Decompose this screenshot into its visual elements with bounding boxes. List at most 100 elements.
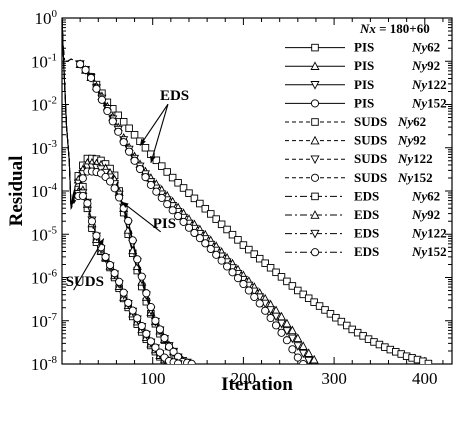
series-marker <box>212 250 221 259</box>
series-marker <box>124 298 133 307</box>
series-marker <box>151 343 160 352</box>
series-marker <box>86 73 96 82</box>
series-marker <box>106 261 115 270</box>
legend-marker <box>310 229 320 239</box>
series-marker <box>266 313 275 323</box>
series-marker <box>315 302 324 310</box>
series-marker <box>228 230 237 239</box>
series-marker <box>293 353 302 362</box>
series-marker <box>217 256 226 265</box>
series-marker <box>196 199 204 208</box>
y-axis-title: Residual <box>6 156 27 227</box>
series-marker <box>201 239 210 248</box>
series-marker <box>174 179 182 187</box>
annotation-label: PIS <box>153 216 176 232</box>
x-tick-label: 100 <box>140 369 166 388</box>
series-line <box>62 18 181 364</box>
series-marker <box>158 162 166 170</box>
series-marker <box>184 223 194 232</box>
y-tick-label: 100 <box>35 8 58 28</box>
annotation-arrow <box>150 104 169 164</box>
series-marker <box>179 217 188 226</box>
series-marker <box>321 306 329 314</box>
series-marker <box>309 354 319 364</box>
series-marker <box>223 225 231 234</box>
series-marker <box>255 254 264 263</box>
series-marker <box>283 277 291 286</box>
series-marker <box>195 234 204 243</box>
series-marker <box>304 294 313 303</box>
series-marker <box>244 286 253 295</box>
x-tick-label: 300 <box>321 369 347 388</box>
series-marker <box>277 328 286 337</box>
annotation-group: EDS PIS SUDS <box>66 88 189 291</box>
series-marker <box>250 292 259 302</box>
x-axis-title: Iteration <box>221 374 293 395</box>
series-marker <box>124 216 133 225</box>
series-marker <box>106 177 115 186</box>
series-marker <box>115 277 124 286</box>
series-marker <box>163 168 171 176</box>
series-marker <box>217 220 226 229</box>
series-marker <box>108 117 117 126</box>
series-marker <box>304 348 314 357</box>
legend-entry: EDS Ny152 <box>354 244 447 259</box>
series-marker <box>271 321 281 330</box>
series-marker <box>245 245 253 254</box>
legend-marker <box>311 43 319 52</box>
annotation-arrowhead <box>140 138 146 146</box>
series-marker <box>185 189 193 197</box>
series-marker <box>146 180 155 189</box>
y-tick-label: 10-6 <box>31 268 58 288</box>
series-marker <box>304 356 314 364</box>
series-marker <box>343 321 351 330</box>
series-marker <box>125 147 134 156</box>
legend-entry: PIS Ny92 <box>354 58 440 73</box>
series-marker <box>133 255 142 264</box>
series-marker <box>266 264 275 272</box>
series-marker <box>212 215 220 223</box>
legend-marker <box>311 118 319 126</box>
legend: Nx = 180+60 PIS Ny62 PIS Ny92 PIS Ny122 PIS Ny15… <box>285 21 447 259</box>
series-marker <box>155 348 165 357</box>
series-marker <box>168 173 177 182</box>
legend-entry: SUDS Ny152 <box>354 170 433 185</box>
series-marker <box>201 204 210 213</box>
annotation-label: SUDS <box>66 274 104 290</box>
legend-marker <box>310 248 320 257</box>
series-marker <box>81 65 90 74</box>
series-marker <box>174 212 183 221</box>
y-tick-label: 10-2 <box>31 95 57 115</box>
series-marker <box>293 333 303 342</box>
series-marker <box>282 318 292 328</box>
legend-entry: SUDS Ny92 <box>354 133 426 148</box>
series-marker <box>110 184 119 193</box>
series-group <box>62 18 433 364</box>
series-marker <box>78 174 87 183</box>
x-tick-label: 200 <box>231 369 257 388</box>
series-marker <box>169 347 178 356</box>
series-marker <box>142 329 151 338</box>
series-marker <box>239 279 248 289</box>
series-marker <box>261 259 269 267</box>
series-marker <box>114 111 122 120</box>
annotation-arrow <box>73 238 105 291</box>
series-marker <box>78 191 87 200</box>
series-marker <box>141 143 150 152</box>
legend-entry: EDS Ny122 <box>354 226 447 241</box>
series-marker <box>250 250 259 258</box>
legend-marker <box>310 81 320 90</box>
series-marker <box>125 124 133 133</box>
series-marker <box>119 288 128 297</box>
legend-marker <box>310 99 320 108</box>
series-marker <box>137 272 146 281</box>
series-marker <box>206 210 215 218</box>
series-marker <box>277 273 286 281</box>
legend-entry: PIS Ny122 <box>354 77 447 92</box>
series-marker <box>137 321 146 331</box>
annotation-arrow <box>121 201 162 233</box>
x-tick-label: 400 <box>412 369 438 388</box>
series-marker <box>97 95 106 104</box>
legend-marker <box>310 173 320 182</box>
series-marker <box>152 187 161 196</box>
